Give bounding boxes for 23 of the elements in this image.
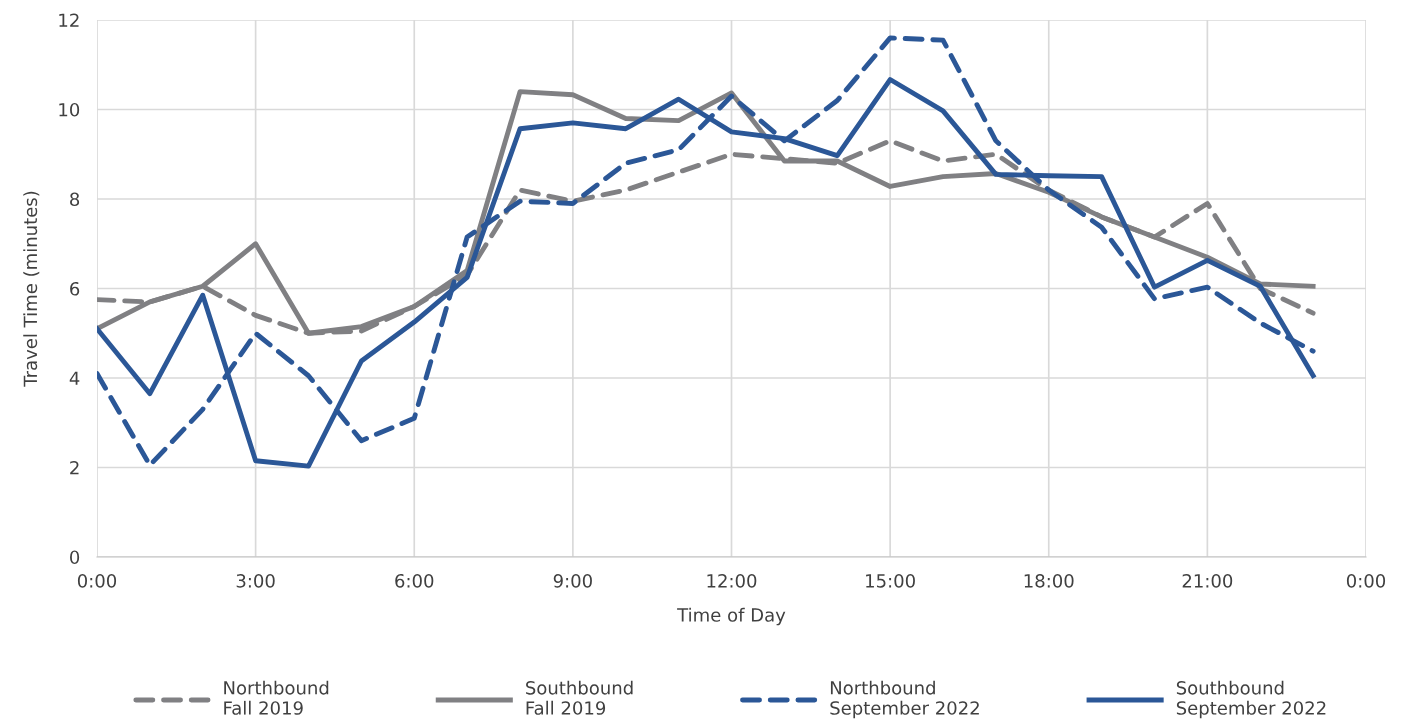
line-series (97, 89, 1316, 336)
x-tick-label: 18:00 (1024, 573, 1074, 588)
x-tick-label: 21:00 (1182, 573, 1233, 588)
legend-label: Southbound September 2022 (1176, 680, 1326, 719)
y-tick-label: 0 (70, 550, 80, 565)
x-tick-label: 9:00 (553, 573, 592, 588)
x-tick-label: 15:00 (866, 573, 915, 588)
y-tick-label: 10 (59, 102, 80, 117)
x-tick-label: 6:00 (395, 573, 434, 588)
y-tick-label: 8 (70, 192, 80, 207)
y-tick-label: 4 (69, 371, 80, 385)
y-tick-label: 2 (70, 460, 79, 475)
legend-label: Northbound Fall 2019 (224, 680, 329, 715)
y-tick-label: 12 (59, 13, 79, 27)
x-tick-label: 12:00 (707, 573, 757, 588)
y-axis-title: Travel Time (minutes) (23, 191, 40, 387)
legend-label: Southbound Fall 2019 (526, 680, 633, 715)
y-tick-label: 6 (70, 281, 80, 296)
x-tick-label: 0:00 (1346, 573, 1386, 588)
x-axis-title: Time of Day (677, 607, 786, 626)
x-tick-label: 3:00 (236, 573, 275, 588)
legend-label: Northbound September 2022 (830, 680, 979, 719)
x-tick-label: 0:00 (77, 573, 117, 588)
